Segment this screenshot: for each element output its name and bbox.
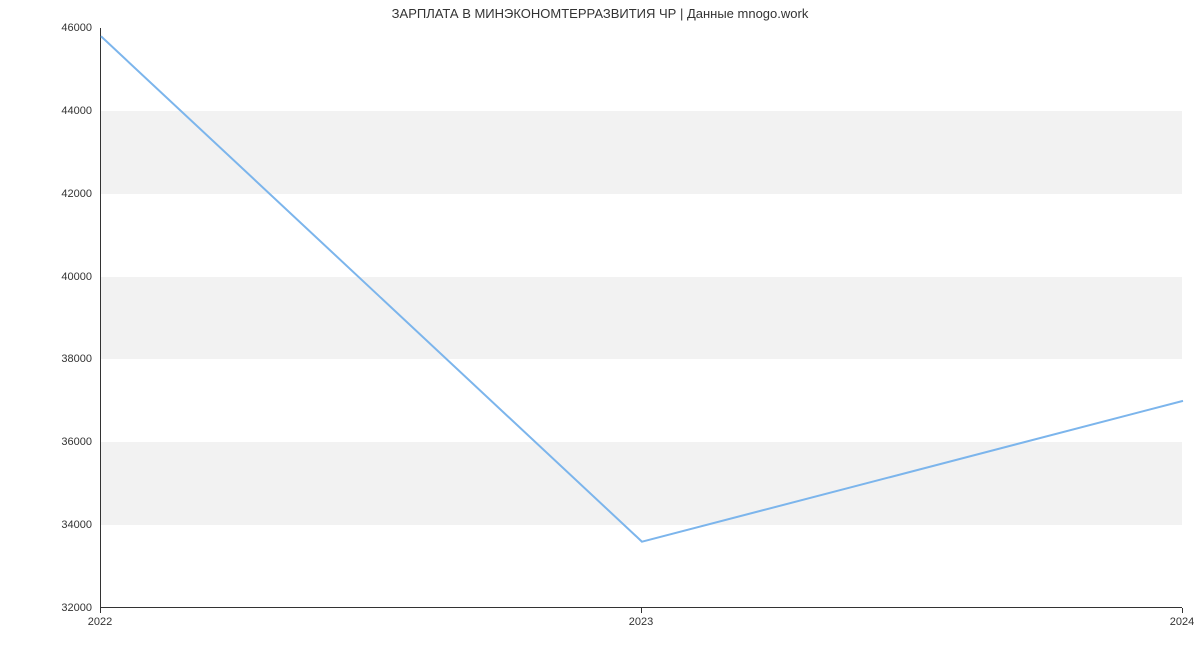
y-tick-label: 46000 [50, 22, 92, 34]
line-layer [101, 28, 1183, 608]
y-tick-label: 36000 [50, 436, 92, 448]
x-tick-label: 2022 [88, 616, 112, 628]
x-tick-label: 2023 [629, 616, 653, 628]
salary-line-chart: ЗАРПЛАТА В МИНЭКОНОМТЕРРАЗВИТИЯ ЧР | Дан… [0, 0, 1200, 650]
x-tick-mark [1182, 608, 1183, 613]
y-tick-label: 34000 [50, 519, 92, 531]
series-line-salary [101, 36, 1183, 541]
y-tick-label: 44000 [50, 105, 92, 117]
chart-title: ЗАРПЛАТА В МИНЭКОНОМТЕРРАЗВИТИЯ ЧР | Дан… [0, 6, 1200, 21]
x-tick-mark [100, 608, 101, 613]
y-tick-label: 32000 [50, 602, 92, 614]
y-tick-label: 40000 [50, 271, 92, 283]
x-tick-mark [641, 608, 642, 613]
plot-area [100, 28, 1182, 608]
y-tick-label: 38000 [50, 353, 92, 365]
y-tick-label: 42000 [50, 188, 92, 200]
x-tick-label: 2024 [1170, 616, 1194, 628]
